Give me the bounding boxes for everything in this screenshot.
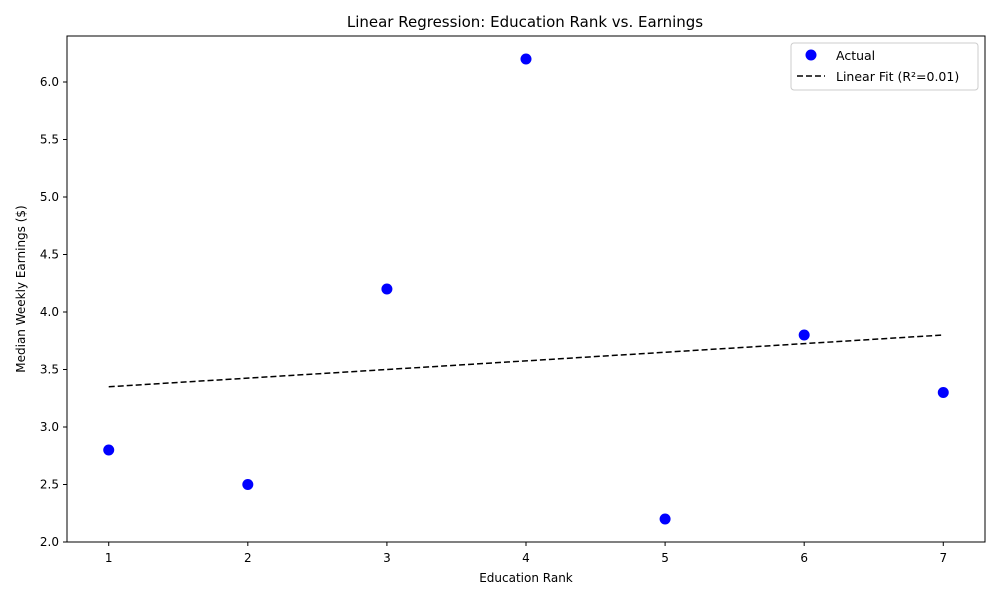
x-tick-label: 3: [383, 551, 391, 565]
axes-background: [67, 36, 985, 542]
data-point: [520, 53, 532, 65]
series-layer: [103, 53, 949, 525]
y-axis-label: Median Weekly Earnings ($): [14, 205, 28, 372]
data-point: [937, 387, 949, 398]
legend: Actual Linear Fit (R²=0.01): [790, 42, 979, 91]
x-axis-ticks: 1 2 3 4 5 6 7: [105, 542, 947, 565]
data-point: [103, 444, 115, 456]
y-tick-label: 5.5: [40, 133, 59, 147]
legend-box: [790, 42, 979, 91]
x-tick-label: 4: [522, 551, 530, 565]
y-tick-label: 4.5: [40, 248, 59, 262]
data-point: [659, 513, 671, 525]
x-axis-label: Education Rank: [479, 571, 573, 585]
x-tick-label: 5: [661, 551, 669, 565]
fit-line: [108, 334, 944, 388]
legend-marker-actual: [805, 49, 817, 61]
x-tick-label: 2: [244, 551, 252, 565]
data-point: [381, 283, 393, 295]
y-axis-ticks: 2.0 2.5 3.0 3.5 4.0 4.5 5.0 5.5 6.0: [40, 75, 67, 549]
data-point: [242, 479, 254, 490]
y-tick-label: 3.5: [40, 363, 59, 377]
x-tick-label: 7: [939, 551, 947, 565]
y-tick-label: 2.0: [40, 535, 59, 549]
plot-area: 1 2 3 4 5 6 7 2.0 2.5 3.0 3.5 4.0 4.5 5.0 5.5 6.0: [40, 35, 986, 565]
y-tick-label: 3.0: [40, 420, 59, 434]
axes-frame: [66, 35, 986, 543]
x-tick-label: 1: [105, 551, 113, 565]
y-tick-label: 5.0: [40, 190, 59, 204]
y-tick-label: 6.0: [40, 75, 59, 89]
y-tick-label: 4.0: [40, 305, 59, 319]
data-point: [798, 329, 810, 341]
chart-title: Linear Regression: Education Rank vs. Ea…: [347, 13, 703, 31]
legend-label-fit: Linear Fit (R²=0.01): [836, 69, 959, 84]
y-tick-label: 2.5: [40, 478, 59, 492]
legend-label-actual: Actual: [836, 48, 875, 63]
x-tick-label: 6: [800, 551, 808, 565]
